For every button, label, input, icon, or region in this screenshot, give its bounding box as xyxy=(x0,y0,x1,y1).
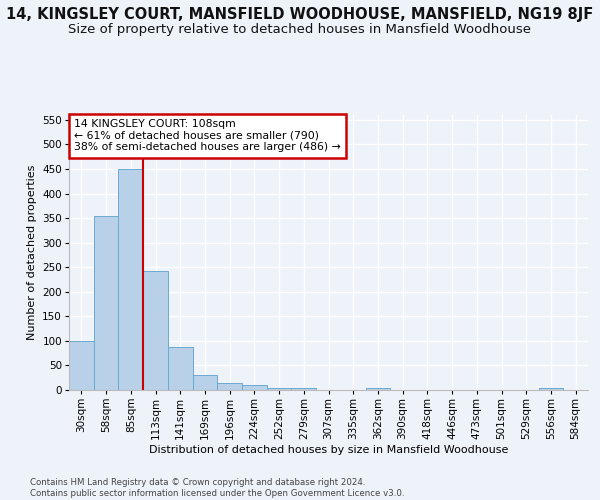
Bar xyxy=(267,388,292,390)
Bar xyxy=(242,385,267,390)
Bar xyxy=(143,270,168,390)
Text: Contains HM Land Registry data © Crown copyright and database right 2024.
Contai: Contains HM Land Registry data © Crown c… xyxy=(30,478,404,498)
Bar xyxy=(193,376,217,390)
Bar xyxy=(69,341,94,390)
Bar xyxy=(118,169,143,390)
Bar xyxy=(168,347,193,390)
Text: Size of property relative to detached houses in Mansfield Woodhouse: Size of property relative to detached ho… xyxy=(68,22,532,36)
Text: 14 KINGSLEY COURT: 108sqm
← 61% of detached houses are smaller (790)
38% of semi: 14 KINGSLEY COURT: 108sqm ← 61% of detac… xyxy=(74,119,341,152)
Text: 14, KINGSLEY COURT, MANSFIELD WOODHOUSE, MANSFIELD, NG19 8JF: 14, KINGSLEY COURT, MANSFIELD WOODHOUSE,… xyxy=(7,8,593,22)
Bar xyxy=(292,388,316,390)
Bar xyxy=(94,216,118,390)
Bar xyxy=(539,388,563,390)
Bar xyxy=(365,388,390,390)
X-axis label: Distribution of detached houses by size in Mansfield Woodhouse: Distribution of detached houses by size … xyxy=(149,444,508,454)
Bar xyxy=(217,382,242,390)
Y-axis label: Number of detached properties: Number of detached properties xyxy=(27,165,37,340)
